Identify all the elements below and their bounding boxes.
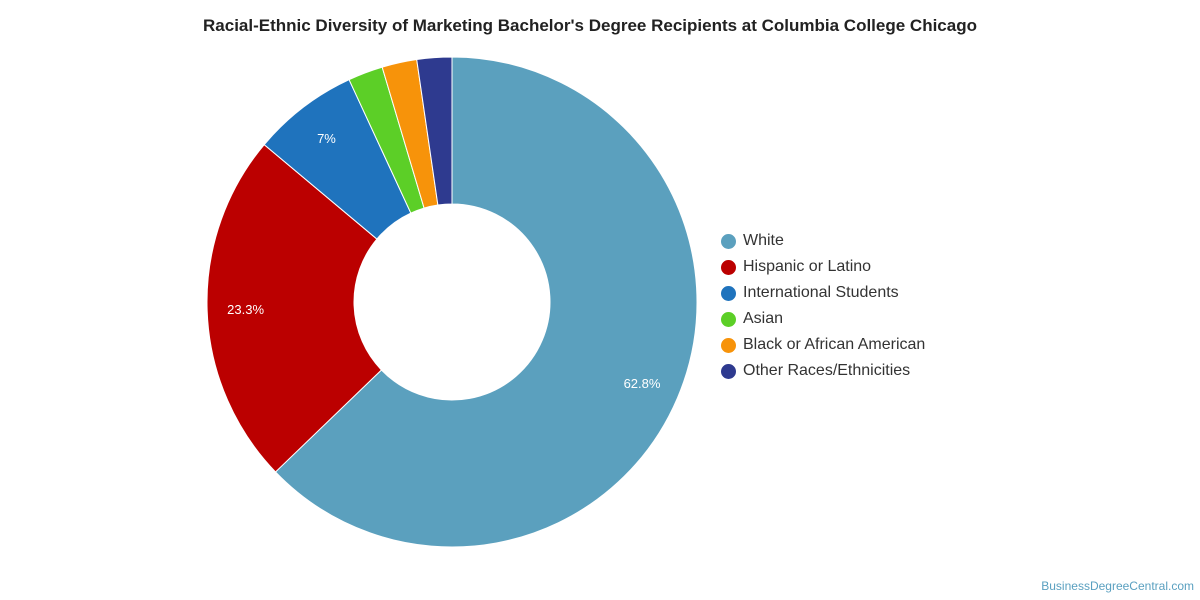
slice-label: 7% (317, 131, 336, 146)
legend-label: Hispanic or Latino (743, 258, 872, 275)
slice-other-races-ethnicities[interactable] (416, 56, 453, 206)
legend-swatch (721, 337, 736, 353)
legend-swatch (721, 311, 736, 327)
legend-item[interactable]: Black or African American (721, 332, 925, 358)
legend-label: Black or African American (743, 336, 926, 353)
chart-title: Racial-Ethnic Diversity of Marketing Bac… (203, 16, 977, 35)
legend-item[interactable]: International Students (721, 280, 925, 306)
slice-label: 62.8% (624, 376, 661, 391)
watermark: BusinessDegreeCentral.com (1041, 579, 1194, 593)
legend-item[interactable]: Asian (721, 306, 925, 332)
legend-item[interactable]: White (721, 228, 925, 254)
legend-label: Other Races/Ethnicities (743, 362, 911, 379)
legend-label: International Students (743, 284, 899, 301)
slice-white[interactable] (274, 56, 698, 548)
legend-swatch (721, 259, 736, 275)
legend-swatch (721, 285, 736, 301)
slice-label: 23.3% (227, 302, 264, 317)
chart-legend: White Hispanic or Latino International Stu… (721, 228, 925, 384)
legend-swatch (721, 363, 736, 379)
legend-item[interactable]: Hispanic or Latino (721, 254, 925, 280)
slice-hispanic-or-latino[interactable] (206, 143, 383, 473)
legend-item[interactable]: Other Races/Ethnicities (721, 358, 925, 384)
legend-label: White (743, 232, 784, 249)
legend-label: Asian (743, 310, 784, 327)
legend-swatch (721, 233, 736, 249)
